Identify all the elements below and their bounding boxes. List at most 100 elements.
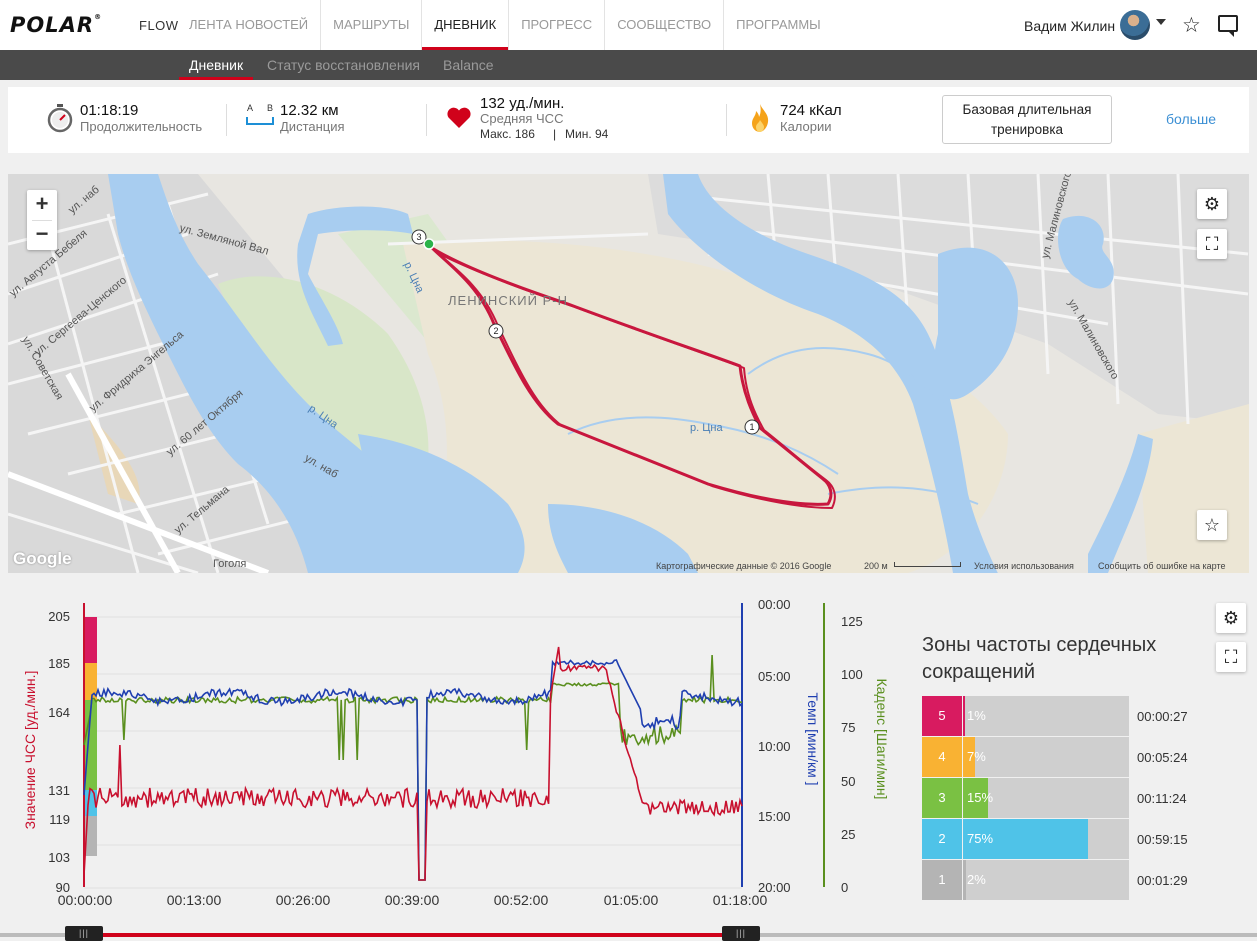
map-report-link[interactable]: Сообщить об ошибке на карте	[1098, 561, 1226, 571]
map-label-street: Гоголя	[213, 558, 246, 570]
map-marker-3: 3	[416, 232, 421, 242]
zone-bar-fill	[963, 696, 965, 736]
hr-zone-band-4	[84, 663, 97, 700]
hr-zone-row-2: 2 75%	[922, 819, 1129, 859]
zone-time: 00:05:24	[1137, 750, 1188, 765]
zone-number: 4	[922, 737, 962, 777]
subnav-recovery[interactable]: Статус восстановления	[267, 57, 420, 73]
pace-tick: 00:00	[758, 597, 791, 612]
zone-bar-fill	[963, 819, 1088, 859]
nav-feed[interactable]: ЛЕНТА НОВОСТЕЙ	[189, 17, 309, 32]
stopwatch-icon	[47, 104, 73, 133]
cadence-tick: 0	[841, 880, 848, 895]
map-settings-icon[interactable]: ⚙	[1197, 189, 1227, 219]
map-favorite-star-icon[interactable]: ☆	[1197, 510, 1227, 540]
google-logo[interactable]: Google	[13, 549, 72, 568]
cadence-tick: 125	[841, 614, 863, 629]
sport-profile-button[interactable]: Базовая длительная тренировка	[942, 95, 1112, 144]
nav-routes[interactable]: МАРШРУТЫ	[320, 0, 421, 50]
nav-programs[interactable]: ПРОГРАММЫ	[723, 0, 833, 50]
chevron-down-icon[interactable]	[1156, 19, 1166, 25]
hr-tick: 185	[48, 656, 70, 671]
hr-zone-row-5: 5 1%	[922, 696, 1129, 736]
map-scale: 200 м	[864, 561, 888, 571]
zoom-out-button[interactable]: −	[35, 221, 49, 246]
start-marker	[423, 238, 435, 250]
calories-label: Калории	[780, 119, 832, 134]
zone-bar-bg	[963, 860, 1129, 900]
hr-tick: 119	[49, 812, 70, 827]
zone-bar-bg	[963, 696, 1129, 736]
chart-fullscreen-icon[interactable]: ⛶	[1216, 642, 1246, 672]
time-tick: 01:18:00	[713, 892, 768, 908]
hr-zone-band-5	[84, 617, 97, 663]
zone-percent: 15%	[967, 790, 994, 805]
chat-icon[interactable]	[1218, 15, 1238, 37]
user-name[interactable]: Вадим Жилин	[1024, 18, 1116, 34]
map-marker-1: 1	[749, 422, 754, 432]
hr-tick: 103	[48, 850, 70, 865]
calories-value: 724 кКал	[780, 102, 842, 119]
duration-value: 01:18:19	[80, 102, 139, 119]
hr-tick: 90	[56, 880, 70, 895]
subnav-balance[interactable]: Balance	[443, 57, 494, 73]
cadence-series-line	[83, 654, 743, 881]
hr-zone-band-3	[84, 700, 97, 790]
top-bar: POLAR® FLOW ЛЕНТА НОВОСТЕЙ МАРШРУТЫ ДНЕВ…	[0, 0, 1257, 50]
divider	[726, 104, 727, 136]
zone-bar-fill	[963, 860, 967, 900]
hr-separator: |	[553, 127, 557, 141]
map-label-river: р. Цна	[690, 422, 723, 434]
zoom-in-button[interactable]: +	[35, 191, 49, 216]
map-fullscreen-icon[interactable]: ⛶	[1197, 229, 1227, 259]
hr-series-line	[83, 646, 743, 881]
zone-time: 00:00:27	[1137, 709, 1188, 724]
subnav-diary[interactable]: Дневник	[178, 50, 254, 80]
pace-tick: 10:00	[758, 739, 791, 754]
hr-avg-value: 132 уд./мин.	[480, 95, 565, 112]
route-map[interactable]: 1 2 3 ЛЕНИНСКИЙ Р-Н р. Цна р. Цна р. Цна…	[8, 174, 1249, 573]
zone-percent: 1%	[967, 708, 986, 723]
hr-tick: 205	[48, 609, 70, 624]
hr-zones-title: Зоны частоты сердечных сокращений	[922, 634, 1157, 683]
pace-series-line	[83, 659, 743, 881]
time-tick: 00:26:00	[276, 892, 331, 908]
polar-logo[interactable]: POLAR®	[10, 13, 103, 37]
workout-chart[interactable]: 205 185 164 131 119 103 90 00:00 05:00 1…	[0, 595, 900, 915]
nav-diary[interactable]: ДНЕВНИК	[421, 0, 509, 50]
divider	[226, 104, 227, 136]
heart-icon	[447, 107, 471, 128]
timeline-slider-range[interactable]	[84, 933, 741, 937]
nav-progress[interactable]: ПРОГРЕСС	[508, 0, 604, 50]
hr-zone-row-1: 1 2%	[922, 860, 1129, 900]
map-marker-2: 2	[493, 326, 498, 336]
star-icon[interactable]: ☆	[1182, 14, 1201, 37]
flame-icon	[752, 104, 769, 132]
zone-bar-bg	[963, 778, 1129, 818]
duration-label: Продолжительность	[80, 119, 203, 134]
map-terms-link[interactable]: Условия использования	[974, 561, 1074, 571]
hr-axis-title: Значение ЧСС [уд./мин.]	[22, 671, 38, 830]
distance-icon: A B	[246, 103, 274, 129]
zone-percent: 75%	[967, 831, 994, 846]
hr-zone-row-4: 4 7%	[922, 737, 1129, 777]
more-link[interactable]: больше	[1166, 111, 1216, 127]
map-label-district: ЛЕНИНСКИЙ Р-Н	[448, 293, 568, 308]
zone-number: 5	[922, 696, 962, 736]
hr-zone-row-3: 3 15%	[922, 778, 1129, 818]
pace-tick: 15:00	[758, 809, 791, 824]
map-canvas[interactable]: 1 2 3 ЛЕНИНСКИЙ Р-Н р. Цна р. Цна р. Цна…	[8, 174, 1249, 573]
hr-min: Мин. 94	[565, 127, 609, 141]
hr-max: Макс. 186	[480, 127, 535, 141]
chart-settings-icon[interactable]: ⚙	[1216, 603, 1246, 633]
pace-axis-title: Темп [мин/км ]	[805, 692, 821, 785]
nav-community[interactable]: СООБЩЕСТВО	[604, 0, 723, 50]
timeline-end-handle[interactable]: |||	[722, 926, 760, 941]
avatar[interactable]	[1120, 10, 1150, 40]
pace-tick: 20:00	[758, 880, 791, 895]
time-tick: 00:39:00	[385, 892, 440, 908]
zone-percent: 7%	[967, 749, 986, 764]
timeline-start-handle[interactable]: |||	[65, 926, 103, 941]
hr-tick: 164	[48, 705, 70, 720]
hr-tick: 131	[48, 783, 70, 798]
